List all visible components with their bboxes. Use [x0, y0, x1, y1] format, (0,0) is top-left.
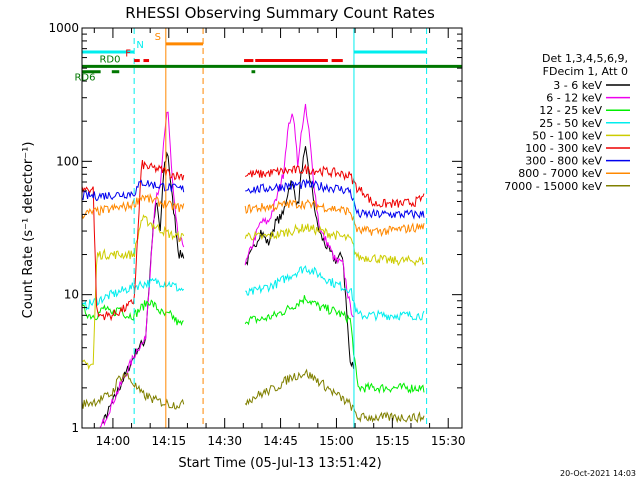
legend-entry-label-1: 6 - 12 keV [546, 92, 602, 105]
legend-entry-label-6: 300 - 800 keV [525, 155, 602, 168]
legend-entry-label-3: 25 - 50 keV [539, 117, 602, 130]
x-tick-label-6: 15:30 [431, 434, 466, 448]
y-tick-label-2: 100 [56, 154, 79, 168]
legend-header-0: Det 1,3,4,5,6,9, [542, 52, 628, 65]
x-tick-label-1: 14:15 [152, 434, 187, 448]
flag-label-4: RD6 [74, 73, 95, 84]
series-line-4 [81, 214, 425, 371]
y-tick-label-0: 1 [71, 421, 79, 435]
series-line-5 [81, 160, 425, 322]
plot-frame [81, 27, 463, 429]
y-tick-label-1: 10 [64, 288, 79, 302]
legend-header-1: FDecim 1, Att 0 [543, 65, 628, 78]
flag-label-1: F [125, 49, 131, 60]
series-line-1 [99, 103, 354, 428]
x-tick-label-2: 14:30 [207, 434, 242, 448]
x-tick-label-5: 15:15 [375, 434, 410, 448]
flag-label-2: S [155, 32, 161, 43]
legend-entry-label-7: 800 - 7000 keV [518, 167, 602, 180]
legend-entry-label-8: 7000 - 15000 keV [504, 180, 602, 193]
legend-entry-label-2: 12 - 25 keV [539, 104, 602, 117]
footer-timestamp: 20-Oct-2021 14:03 [560, 469, 636, 478]
x-axis: 14:00 14:15 14:30 14:45 15:00 15:15 15:30 [93, 28, 466, 448]
legend-entry-label-4: 50 - 100 keV [532, 129, 602, 142]
flag-bar-layer: NF S RD0 RD6 [74, 32, 462, 84]
series-line-7 [81, 192, 425, 238]
legend-entry-label-5: 100 - 300 keV [525, 142, 602, 155]
chart-title: RHESSI Observing Summary Count Rates [125, 4, 435, 22]
series-line-3 [81, 265, 425, 322]
legend: Det 1,3,4,5,6,9,FDecim 1, Att 03 - 6 keV… [504, 52, 630, 193]
series-line-8 [81, 368, 425, 424]
x-tick-label-4: 15:00 [319, 434, 354, 448]
series-line-2 [81, 295, 425, 395]
flag-label-3: RD0 [99, 54, 120, 65]
x-tick-label-0: 14:00 [96, 434, 131, 448]
flag-label-0: N [136, 40, 143, 51]
legend-entry-label-0: 3 - 6 keV [553, 79, 602, 92]
y-tick-label-3: 1000 [48, 21, 79, 35]
series-line-6 [81, 178, 425, 220]
series-layer [81, 103, 425, 428]
x-tick-label-3: 14:45 [263, 434, 298, 448]
x-axis-label: Start Time (05-Jul-13 13:51:42) [178, 456, 381, 471]
y-axis: 1 10 100 1000 [48, 21, 462, 435]
y-axis-label: Count Rate (s⁻¹ detector⁻¹) [21, 142, 36, 319]
